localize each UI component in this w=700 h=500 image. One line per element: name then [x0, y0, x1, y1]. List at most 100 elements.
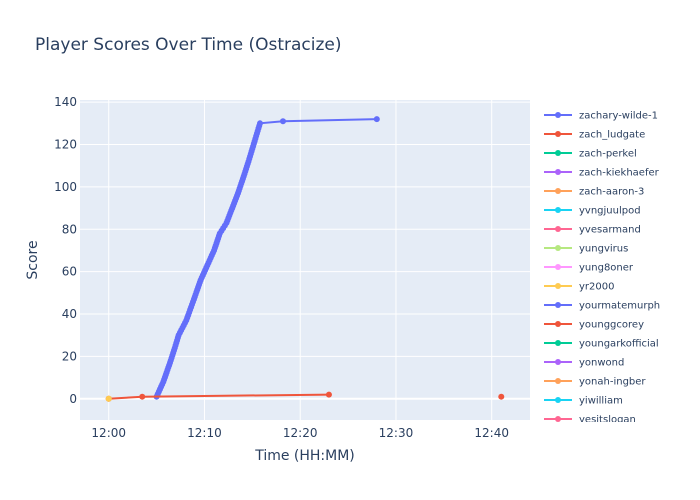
chart-title: Player Scores Over Time (Ostracize)	[35, 35, 342, 55]
data-point	[373, 116, 380, 123]
legend-item[interactable]: zach_ludgate	[544, 130, 645, 141]
y-tick-label: 80	[62, 222, 77, 236]
legend-label: yourmatemurph	[579, 301, 660, 312]
legend-marker-swatch	[555, 302, 561, 308]
legend-marker-swatch	[555, 226, 561, 232]
data-point	[209, 249, 216, 256]
data-point	[239, 175, 246, 182]
legend-marker-swatch	[555, 359, 561, 365]
legend-marker-swatch	[555, 283, 561, 289]
series-layer	[105, 116, 505, 402]
legend-label: yonwond	[579, 358, 624, 369]
series-zachary-wilde-1	[153, 116, 380, 400]
legend-marker-swatch	[555, 321, 561, 327]
data-point	[234, 192, 241, 199]
series-yr2000	[105, 395, 112, 402]
x-tick-label: 12:40	[474, 426, 509, 440]
legend-marker-swatch	[555, 112, 561, 118]
data-point	[498, 393, 505, 400]
legend-label: yiwilliam	[579, 396, 623, 407]
data-point	[170, 347, 177, 354]
x-tick-label: 12:20	[283, 426, 318, 440]
y-tick-label: 0	[69, 392, 77, 406]
data-point	[203, 264, 210, 271]
x-axis-title: Time (HH:MM)	[254, 448, 355, 464]
legend-items: zachary-wilde-1 zach_ludgate zach-perkel za…	[544, 111, 660, 426]
legend-item[interactable]: yonwond	[544, 358, 624, 369]
legend-marker-swatch	[555, 378, 561, 384]
legend-marker-swatch	[555, 397, 561, 403]
legend-marker-swatch	[555, 188, 561, 194]
y-tick-label: 140	[54, 95, 77, 109]
y-axis-title: Score	[25, 240, 41, 279]
legend-item[interactable]: yourmatemurph	[544, 301, 660, 312]
legend-item[interactable]: zach-aaron-3	[544, 187, 644, 198]
legend-marker-swatch	[555, 169, 561, 175]
legend-item[interactable]: yiwilliam	[544, 396, 623, 407]
legend-label: yonah-ingber	[579, 377, 646, 388]
legend-label: yungvirus	[579, 244, 628, 255]
x-tick-label: 12:00	[91, 426, 126, 440]
y-tick-label: 60	[62, 265, 77, 279]
tick-labels: 0 20 40 60 80 100 120 140 12:00 12:10 12:20 12:30 12…	[54, 95, 509, 440]
data-point	[248, 148, 255, 155]
legend-label: zachary-wilde-1	[579, 111, 658, 122]
data-point	[325, 391, 332, 398]
data-point	[279, 118, 286, 125]
legend[interactable]: zachary-wilde-1 zach_ludgate zach-perkel za…	[544, 111, 660, 426]
data-point	[244, 160, 251, 167]
legend-label: yr2000	[579, 282, 614, 293]
legend-label: zach-kiekhaefer	[579, 168, 660, 179]
data-point	[196, 279, 203, 286]
legend-label: yvesarmand	[579, 225, 641, 236]
legend-marker-swatch	[555, 416, 561, 422]
legend-marker-swatch	[555, 264, 561, 270]
data-point	[215, 232, 222, 239]
legend-marker-swatch	[555, 340, 561, 346]
legend-item[interactable]: yr2000	[544, 282, 614, 293]
legend-label: zach-perkel	[579, 149, 637, 160]
legend-label: youngarkofficial	[579, 339, 659, 350]
data-point	[159, 381, 166, 388]
data-point	[252, 135, 259, 142]
legend-item[interactable]: yonah-ingber	[544, 377, 646, 388]
legend-label: yung8oner	[579, 263, 634, 274]
legend-marker-swatch	[555, 150, 561, 156]
legend-item[interactable]: zach-perkel	[544, 149, 637, 160]
y-tick-label: 120	[54, 138, 77, 152]
data-point	[166, 362, 173, 369]
y-tick-label: 100	[54, 180, 77, 194]
legend-label: yvngjuulpod	[579, 206, 641, 217]
legend-item[interactable]: zachary-wilde-1	[544, 111, 658, 122]
legend-item[interactable]: zach-kiekhaefer	[544, 168, 660, 179]
x-tick-label: 12:10	[187, 426, 222, 440]
legend-item[interactable]: yvngjuulpod	[544, 206, 641, 217]
legend-item[interactable]: younggcorey	[544, 320, 644, 331]
y-tick-label: 20	[62, 349, 77, 363]
legend-label: yesitslogan	[579, 415, 636, 426]
grid	[80, 100, 530, 420]
data-point	[228, 207, 235, 214]
legend-marker-swatch	[555, 245, 561, 251]
legend-label: zach-aaron-3	[579, 187, 644, 198]
legend-item[interactable]: yung8oner	[544, 263, 634, 274]
legend-item[interactable]: youngarkofficial	[544, 339, 659, 350]
x-tick-label: 12:30	[379, 426, 414, 440]
legend-item[interactable]: yungvirus	[544, 244, 628, 255]
data-point	[182, 319, 188, 326]
data-point	[174, 334, 181, 341]
legend-item[interactable]: yvesarmand	[544, 225, 641, 236]
y-tick-label: 40	[62, 307, 77, 321]
legend-label: younggcorey	[579, 320, 644, 331]
data-point	[189, 298, 196, 305]
data-point	[221, 222, 228, 229]
series-younggcorey	[498, 393, 505, 400]
legend-marker-swatch	[555, 207, 561, 213]
legend-label: zach_ludgate	[579, 130, 645, 141]
data-point	[105, 395, 112, 402]
legend-item[interactable]: yesitslogan	[544, 415, 636, 426]
data-point	[256, 122, 263, 129]
plot-area	[80, 100, 530, 420]
legend-marker-swatch	[555, 131, 561, 137]
